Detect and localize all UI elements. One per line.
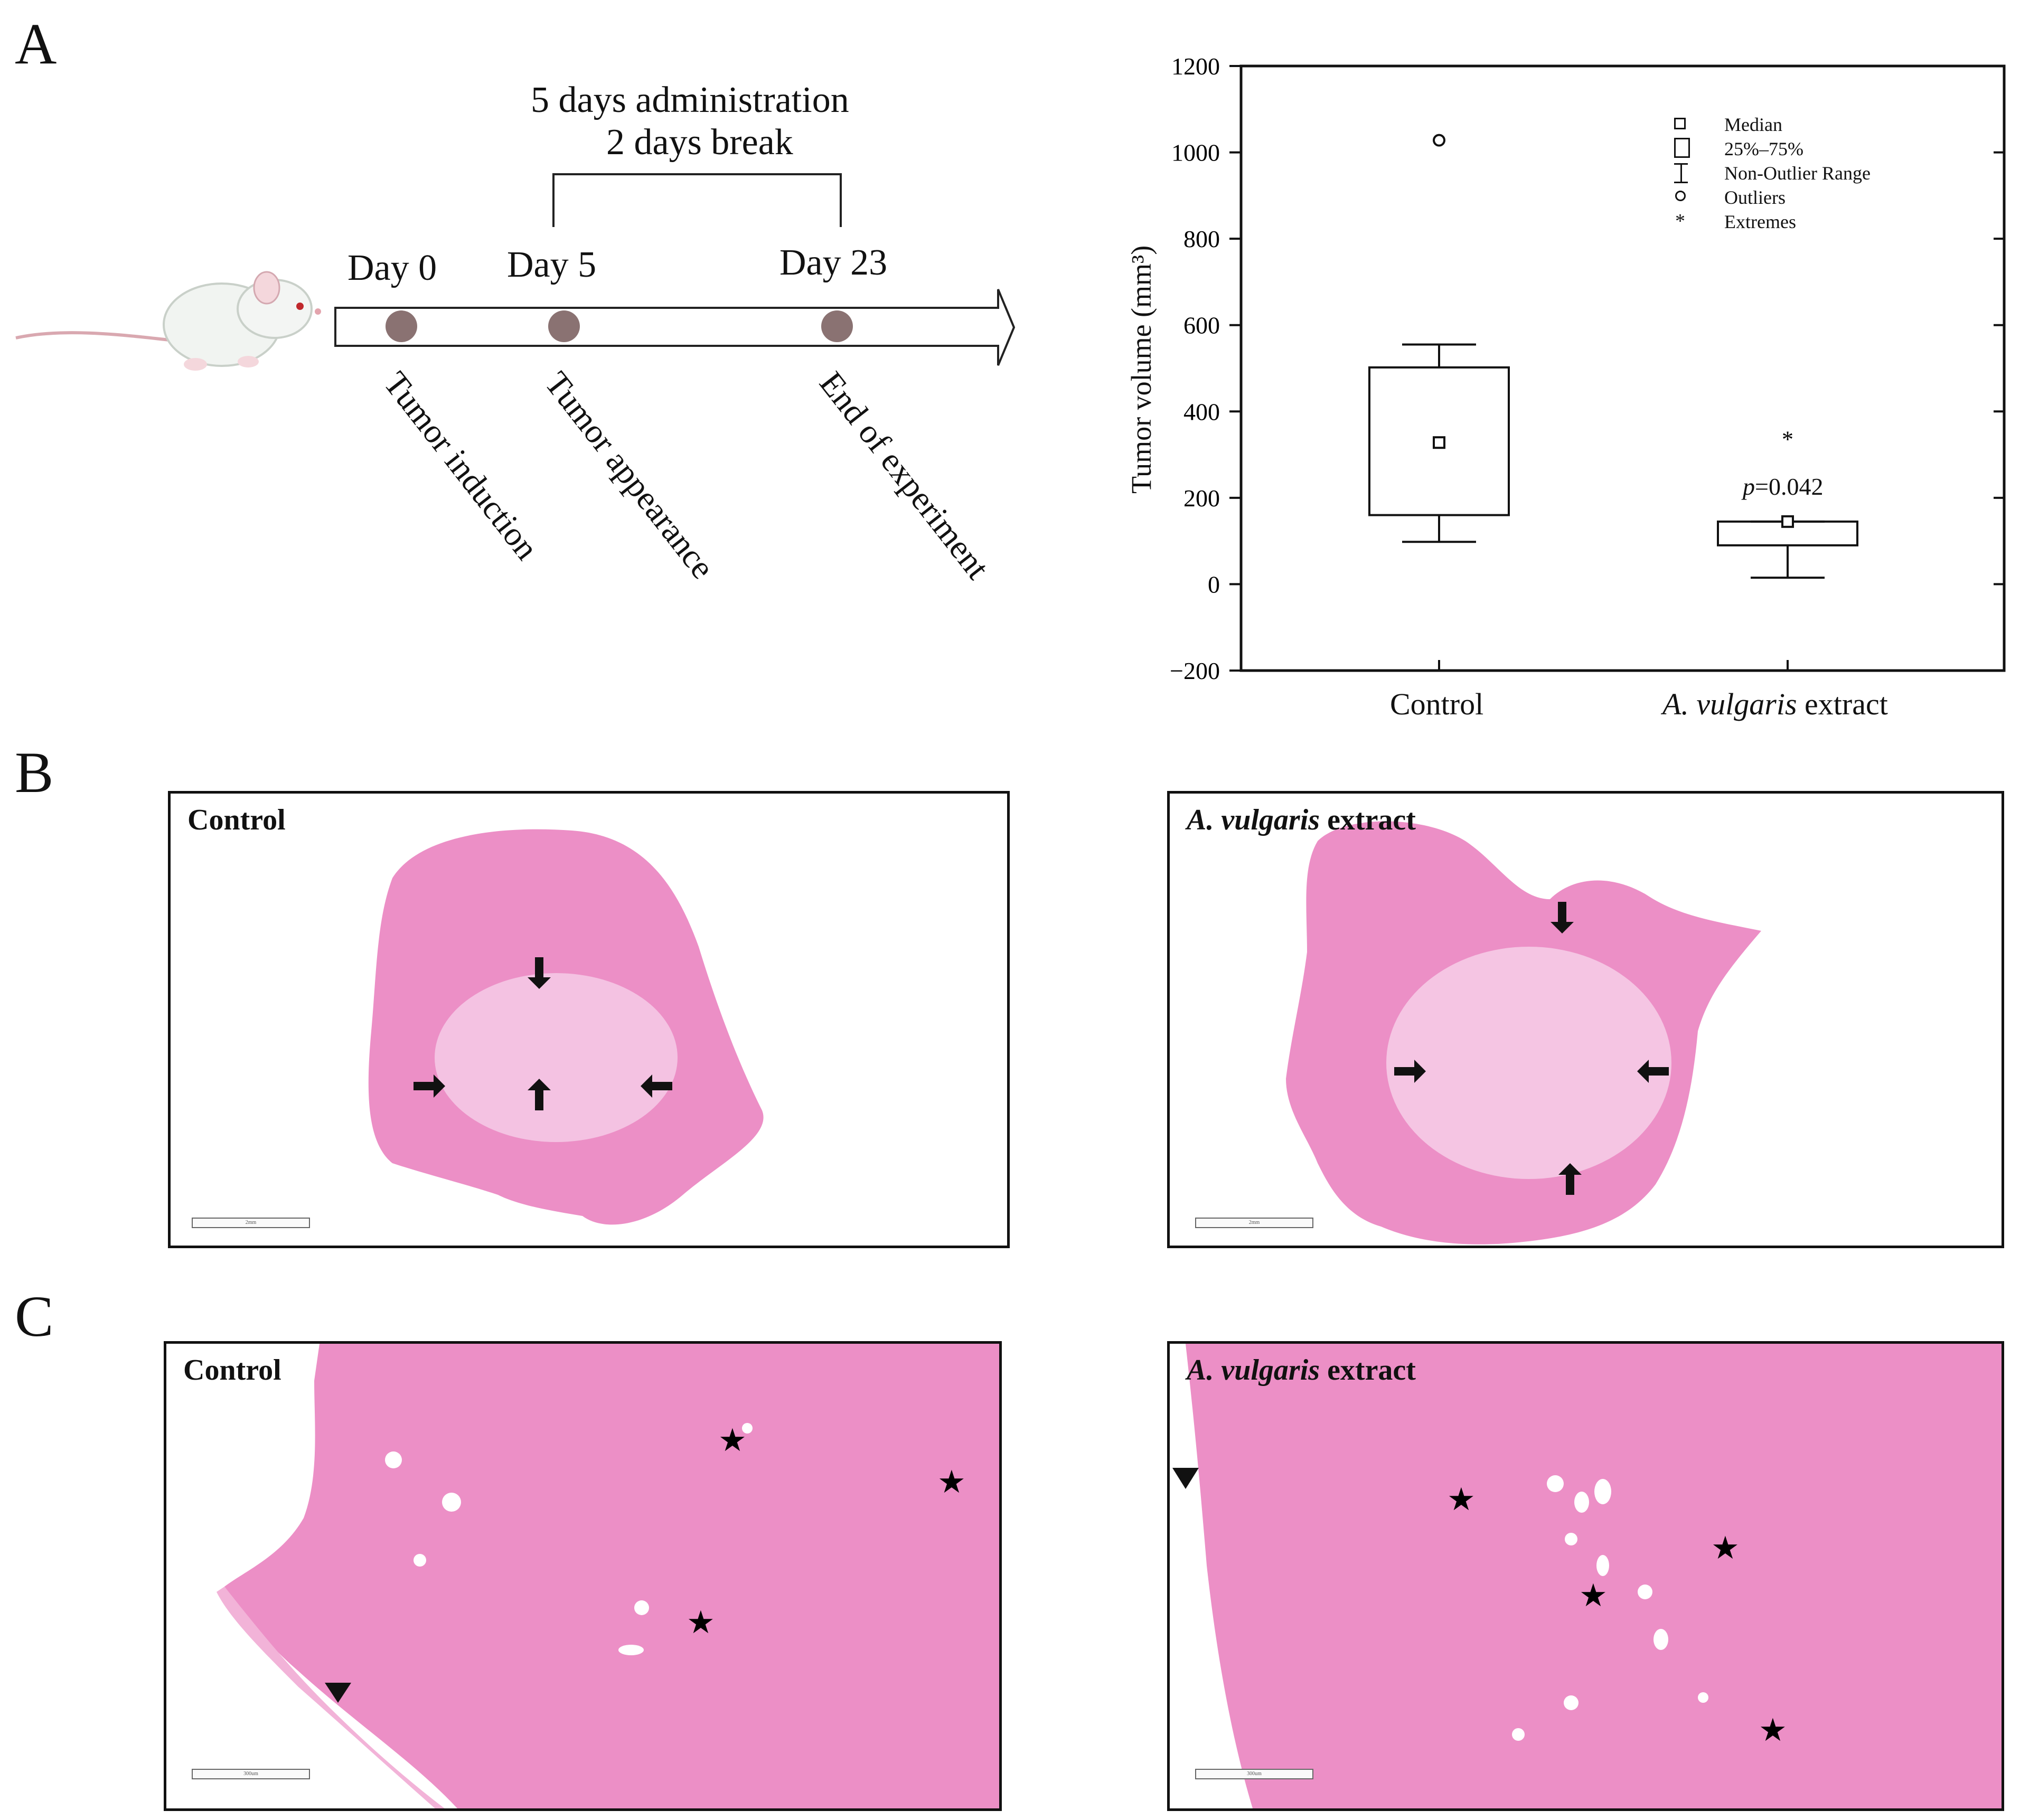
legend-extremes: Extremes [1724,211,1796,232]
arrow-up-icon [528,1079,551,1110]
y-tick-label: −200 [1170,657,1220,684]
x-label-extract: A. vulgaris extract [1662,686,1888,722]
tissue-field-extract: ★ ★ ★ ★ [1172,1344,2002,1808]
iqr-box [1368,366,1510,516]
legend-extreme-icon: * [1675,210,1685,232]
tissue-section-control [368,829,764,1225]
administration-bracket [552,173,842,227]
y-tick-label: 0 [1208,571,1220,598]
legend-range: Non-Outlier Range [1724,163,1871,184]
legend-iqr: 25%–75% [1724,138,1803,159]
panel-letter-b: B [15,740,54,805]
arrow-left-icon [641,1074,672,1098]
star-icon: ★ [1579,1578,1608,1613]
day0-marker [386,310,417,342]
star-icon: ★ [718,1423,747,1458]
outlier-point [1433,134,1445,147]
histology-b-control-title: Control [187,804,286,836]
star-icon: ★ [1711,1531,1740,1566]
median-marker [1433,436,1445,449]
y-tick-label: 600 [1183,312,1220,339]
histology-c-extract-title-rest: extract [1320,1354,1416,1387]
panel-letter-c: C [15,1284,54,1349]
histology-c-extract: A. vulgaris extract ★ ★ ★ ★ 300um [1167,1341,2004,1811]
day5-label: Day 5 [507,244,597,285]
star-icon: ★ [937,1465,966,1500]
star-icon: ★ [1447,1482,1476,1517]
arrow-right-icon [414,1074,445,1098]
scale-bar-c-extract: 300um [1195,1769,1313,1779]
median-marker [1781,515,1794,528]
legend-box-icon [1674,138,1690,158]
legend-median: Median [1724,114,1782,135]
x-label-extract-italic: A. vulgaris [1662,687,1797,721]
bracket-label-line1: 5 days administration [531,80,849,120]
legend-outliers: Outliers [1724,187,1786,208]
y-axis-label: Tumor volume (mm³) [1125,245,1157,494]
histology-c-control: Control ★ ★ ★ 300um [164,1341,1002,1811]
y-tick-label: 800 [1183,225,1220,252]
histology-b-extract-title: A. vulgaris extract [1187,803,1416,837]
x-label-control: Control [1390,687,1484,721]
y-tick-label: 200 [1183,485,1220,512]
histology-c-extract-title: A. vulgaris extract [1187,1353,1416,1387]
arrow-right-icon [1394,1060,1426,1083]
histology-b-extract-title-rest: extract [1320,804,1416,836]
y-tick-label: 400 [1183,398,1220,425]
histology-b-extract: A. vulgaris extract 2mm [1167,791,2004,1248]
arrow-up-icon [1558,1163,1582,1195]
tissue-field-control: ★ ★ ★ [217,1344,999,1808]
y-tick-label: 1000 [1171,139,1220,166]
scale-bar-b-control: 2mm [192,1218,310,1228]
plot-frame [1239,64,2006,672]
tissue-section-extract [1286,821,1761,1244]
legend-median-icon [1674,118,1686,129]
timeline-graphic [15,173,1016,371]
extreme-point: * [1782,426,1793,452]
star-icon: ★ [687,1605,715,1640]
day5-marker [548,310,580,342]
panel-letter-a: A [15,12,57,76]
star-icon: ★ [1759,1713,1787,1748]
legend: Median 25%–75% Non-Outlier Range Outlier… [1674,114,1906,235]
histology-b-extract-title-italic: A. vulgaris [1187,804,1320,836]
bracket-label-line2: 2 days break [606,122,793,163]
day0-label: Day 0 [347,248,437,288]
legend-outlier-icon [1675,191,1686,201]
timeline-arrow [334,289,1016,366]
day23-label: Day 23 [779,242,888,283]
arrow-down-icon [528,957,551,989]
arrow-down-icon [1551,902,1574,933]
scale-bar-c-control: 300um [192,1769,310,1779]
day23-marker [821,310,853,342]
histology-b-control: Control 2mm [168,791,1010,1248]
boxplot-chart: −200 0 200 400 600 800 1000 1200 * [1170,53,2006,684]
histology-c-extract-title-italic: A. vulgaris [1187,1354,1320,1387]
arrow-left-icon [1637,1060,1669,1083]
p-symbol: p [1743,473,1755,500]
scale-bar-b-extract: 2mm [1195,1218,1313,1228]
mouse-icon [15,271,321,371]
p-value-label: p=0.042 [1743,473,1823,501]
p-value: =0.042 [1755,473,1824,500]
y-tick-label: 1200 [1171,53,1220,80]
x-label-extract-rest: extract [1797,687,1888,721]
triangle-marker-icon [325,1683,351,1703]
triangle-marker-icon [1172,1468,1199,1489]
histology-c-control-title: Control [183,1354,281,1387]
